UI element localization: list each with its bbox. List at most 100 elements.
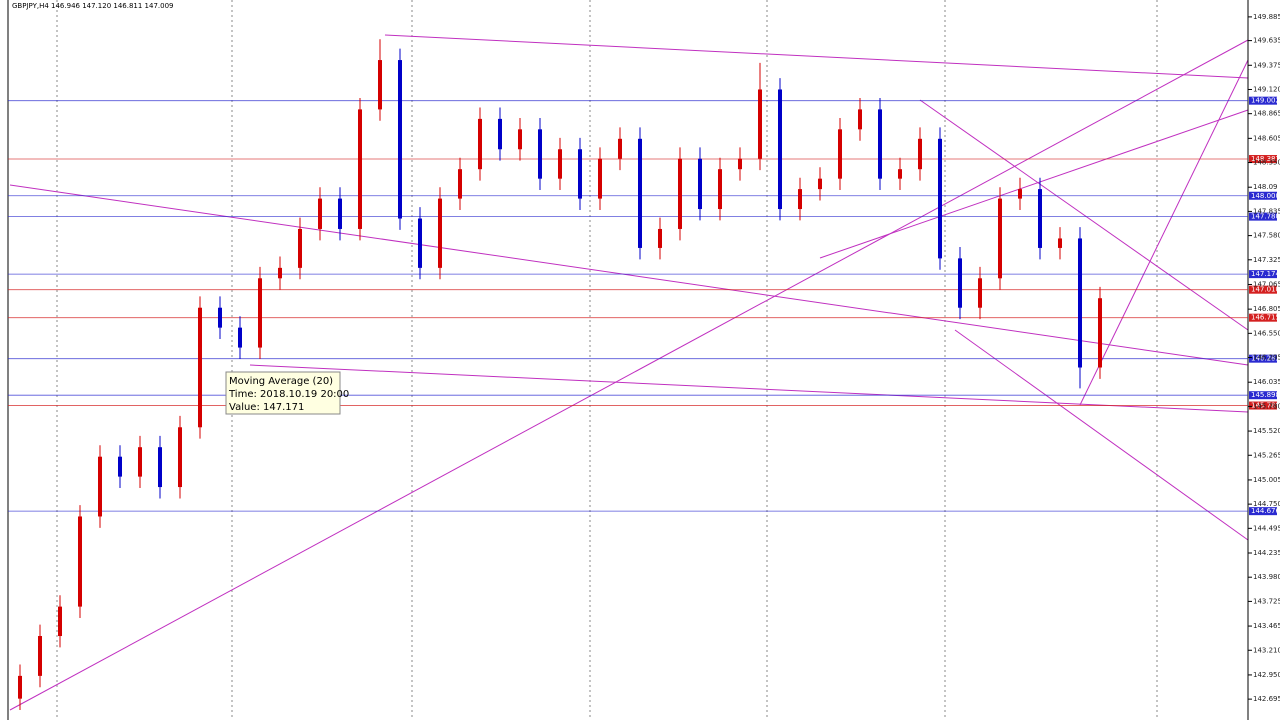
candle-body [78,516,82,607]
y-tick-label: 144.235 [1253,549,1280,557]
trendlines [9,34,1249,711]
y-tick-label: 148.09 [1253,183,1278,191]
candle-body [938,138,942,259]
candle-body [398,60,402,219]
y-tick-label: 144.750 [1253,500,1280,508]
level-label: 147.174 [1251,270,1280,278]
y-tick-label: 149.885 [1253,13,1280,21]
price-axis: 149.885 149.635 149.375 149.120 148.865 148.6… [1248,13,1280,703]
candle-body [1078,238,1082,368]
candle-body [218,307,222,328]
candle-body [178,427,182,488]
y-tick-label: 144.495 [1253,524,1280,532]
level-tag [1249,391,1277,400]
level-tag [1249,354,1277,363]
y-tick-label: 147.835 [1253,207,1280,215]
candle-body [638,138,642,248]
y-tick-label: 143.980 [1253,573,1280,581]
candle-body [318,198,322,229]
y-tick-label: 145.265 [1253,451,1280,459]
candle-body [298,228,302,268]
candle-body [378,60,382,110]
level-tag [1249,313,1277,322]
level-label: 145.898 [1251,391,1280,399]
level-label: 148.000 [1251,192,1280,200]
y-tick-label: 147.580 [1253,232,1280,240]
levels: 149.002 148.387 148.000 147.780 147.174 147.0… [8,96,1280,516]
level-tag [1249,507,1277,516]
y-tick-label: 146.295 [1253,354,1280,362]
y-tick-label: 145.520 [1253,427,1280,435]
y-tick-label: 142.695 [1253,695,1280,703]
y-tick-label: 146.550 [1253,329,1280,337]
level-tag [1249,212,1277,221]
y-tick-label: 142.950 [1253,671,1280,679]
y-tick-label: 146.035 [1253,378,1280,386]
level-tag [1249,401,1277,410]
y-tick-label: 145.780 [1253,402,1280,410]
level-label: 146.283 [1251,355,1280,363]
candle-body [878,109,882,179]
candle-body [858,109,862,130]
candle-body [658,228,662,248]
candle-body [338,198,342,229]
candle-body [418,218,422,268]
candle-body [698,158,702,210]
y-tick-label: 143.465 [1253,622,1280,630]
candle-body [578,149,582,199]
candle-body [738,158,742,170]
candle-body [438,198,442,268]
candle-body [758,89,762,159]
candle-body [158,447,162,488]
candle-body [198,307,202,428]
candle-body [998,198,1002,279]
y-tick-label: 145.005 [1253,476,1280,484]
candle-body [918,138,922,170]
candle-body [1038,189,1042,248]
candle-body [898,169,902,179]
y-tick-label: 148.350 [1253,159,1280,167]
candle-body [1018,189,1022,199]
y-tick-label: 148.865 [1253,110,1280,118]
tooltip-line: Moving Average (20) [229,376,333,387]
level-tag [1249,270,1277,279]
tooltip: Moving Average (20) Time: 2018.10.19 20:… [225,371,349,415]
candle-body [958,258,962,308]
level-label: 145.789 [1251,402,1280,410]
candle-body [558,149,562,179]
candle-body [358,109,362,229]
candle-body [678,158,682,229]
y-tick-label: 146.805 [1253,305,1280,313]
candle-body [1058,238,1062,248]
y-tick-label: 143.725 [1253,597,1280,605]
tooltip-line: Value: 147.171 [229,402,304,413]
candle-body [838,129,842,179]
tooltip-box [225,371,341,415]
tooltip-line: Time: 2018.10.19 20:00 [228,389,349,400]
level-label: 149.002 [1251,97,1280,105]
candle-body [138,447,142,477]
symbol-header: GBPJPY,H4 146.946 147.120 146.811 147.00… [12,2,174,10]
candle-body [618,138,622,159]
candle-body [18,675,22,699]
candle-body [798,189,802,210]
candle-body [598,158,602,199]
level-label: 146.715 [1251,314,1280,322]
candle-body [538,129,542,179]
level-tag [1249,96,1277,105]
y-tick-label: 149.120 [1253,85,1280,93]
candle-body [818,178,822,190]
y-tick-label: 147.325 [1253,256,1280,264]
candles [18,39,1102,711]
level-tag [1249,285,1277,294]
candle-body [498,118,502,150]
candle-body [458,169,462,199]
candle-body [238,327,242,348]
candle-body [278,267,282,279]
level-tag [1249,191,1277,200]
level-tag [1249,155,1277,164]
candle-body [978,278,982,308]
candle-body [518,129,522,150]
y-tick-label: 143.210 [1253,646,1280,654]
y-tick-label: 148.605 [1253,134,1280,142]
